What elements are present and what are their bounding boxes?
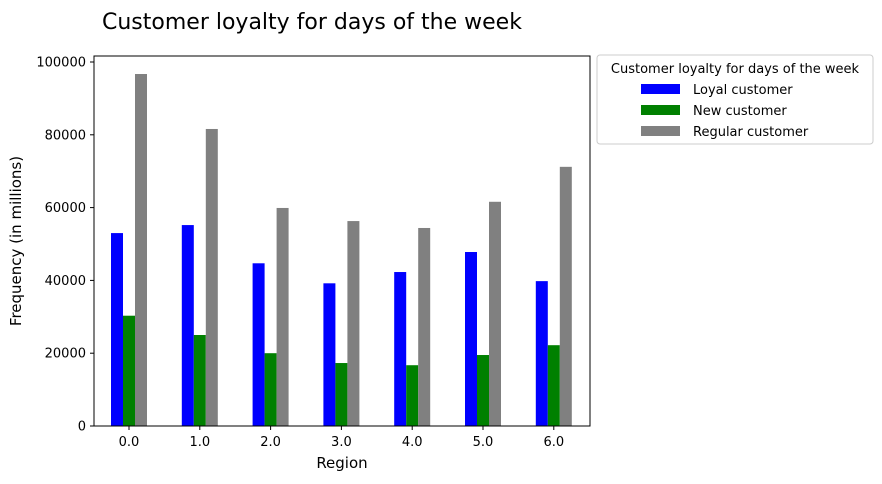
x-tick-label-5.0: 5.0 xyxy=(473,435,494,450)
chart-title: Customer loyalty for days of the week xyxy=(102,10,522,35)
bar-loyal-customer-2.0 xyxy=(252,263,265,426)
legend-box xyxy=(596,54,874,145)
y-tick-label-20000: 20000 xyxy=(45,347,86,362)
bar-regular-customer-0.0 xyxy=(135,74,147,426)
bar-new-customer-2.0 xyxy=(264,353,277,426)
y-tick-label-0: 0 xyxy=(78,420,86,435)
legend-label-regular-customer: Regular customer xyxy=(693,125,809,140)
bar-new-customer-5.0 xyxy=(477,355,489,426)
bar-regular-customer-4.0 xyxy=(418,227,431,426)
x-axis: 0.0 1.0 2.0 3.0 4.0 5.0 6.0 xyxy=(119,426,564,450)
y-axis-label: Frequency (in millions) xyxy=(7,156,25,326)
y-tick-label-100000: 100000 xyxy=(36,56,86,71)
bars-layer xyxy=(111,74,572,427)
y-axis: 0 20000 40000 60000 80000 100000 xyxy=(36,56,94,435)
bar-regular-customer-3.0 xyxy=(347,221,360,426)
legend-swatch-regular-customer xyxy=(641,126,680,136)
bar-loyal-customer-0.0 xyxy=(111,233,123,426)
x-tick-label-3.0: 3.0 xyxy=(331,435,352,450)
legend-label-loyal-customer: Loyal customer xyxy=(693,83,793,98)
x-tick-label-2.0: 2.0 xyxy=(260,435,281,450)
bar-loyal-customer-3.0 xyxy=(323,283,336,426)
bar-loyal-customer-6.0 xyxy=(535,281,548,426)
legend-swatch-new-customer xyxy=(641,105,680,115)
bar-regular-customer-5.0 xyxy=(489,201,501,426)
bar-loyal-customer-4.0 xyxy=(394,272,407,426)
y-tick-label-40000: 40000 xyxy=(45,274,86,289)
x-tick-label-0.0: 0.0 xyxy=(119,435,140,450)
legend-title: Customer loyalty for days of the week xyxy=(611,62,860,77)
legend-swatch-loyal-customer xyxy=(641,84,680,94)
y-tick-label-80000: 80000 xyxy=(45,128,86,143)
bar-new-customer-3.0 xyxy=(335,363,348,426)
x-axis-label: Region xyxy=(316,454,367,472)
bar-loyal-customer-5.0 xyxy=(465,252,477,426)
y-tick-label-60000: 60000 xyxy=(45,201,86,216)
bar-regular-customer-1.0 xyxy=(205,128,218,427)
bar-new-customer-6.0 xyxy=(547,345,560,426)
bar-regular-customer-6.0 xyxy=(559,166,572,426)
legend: Customer loyalty for days of the week Lo… xyxy=(596,54,874,145)
bar-new-customer-0.0 xyxy=(123,315,135,426)
x-tick-label-1.0: 1.0 xyxy=(189,435,210,450)
legend-label-new-customer: New customer xyxy=(693,104,787,119)
bar-loyal-customer-1.0 xyxy=(181,225,194,426)
legend-entries: Loyal customer New customer Regular custom… xyxy=(641,83,809,140)
bar-new-customer-4.0 xyxy=(406,365,419,426)
bar-regular-customer-2.0 xyxy=(276,207,289,426)
bar-new-customer-1.0 xyxy=(193,335,206,426)
plot-frame xyxy=(93,55,591,427)
x-tick-label-4.0: 4.0 xyxy=(402,435,423,450)
plot-area: 0 20000 40000 60000 80000 100000 0.0 1.0 2.0 3.0… xyxy=(36,55,591,450)
x-tick-label-6.0: 6.0 xyxy=(543,435,564,450)
